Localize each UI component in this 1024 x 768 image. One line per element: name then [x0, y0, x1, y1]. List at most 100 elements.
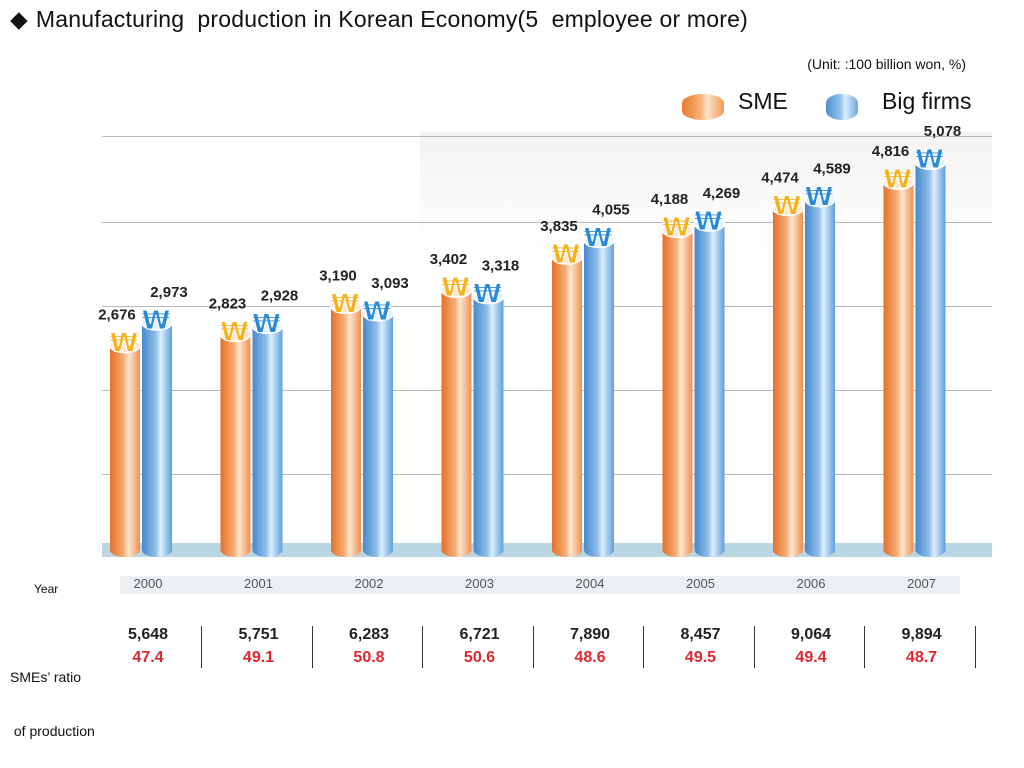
bar-body	[552, 257, 582, 550]
bar-body	[363, 313, 393, 550]
bar-sme: ₩3,190	[319, 267, 362, 557]
bar-base	[883, 543, 914, 557]
table-column-divider	[864, 626, 865, 668]
blue-cylinder-icon	[826, 94, 858, 120]
bar-sme: ₩2,676	[98, 307, 141, 557]
x-tick-label: 2002	[355, 576, 384, 591]
bar-base	[142, 543, 172, 557]
won-coin-icon: ₩	[441, 273, 470, 303]
bar-big-firms: ₩4,589	[804, 161, 851, 557]
sme-ratio-value: 49.4	[795, 649, 827, 666]
total-production-value: 5,751	[238, 626, 279, 643]
x-tick-label: 2005	[686, 576, 715, 591]
bar-top	[583, 232, 615, 249]
bar-big-firms: ₩2,973	[141, 284, 188, 557]
bar-top	[804, 191, 836, 208]
data-label: 4,269	[703, 185, 741, 202]
table-column-divider	[975, 626, 976, 668]
data-label: 2,823	[209, 295, 247, 312]
sme-ratio-value: 49.1	[242, 649, 275, 666]
data-label: 3,402	[430, 251, 468, 268]
bar-body	[883, 182, 914, 550]
bar-base	[441, 543, 472, 557]
bar-sme: ₩4,188	[651, 191, 694, 557]
won-coin-icon: ₩	[915, 145, 944, 175]
sme-ratio-value: 50.8	[353, 649, 385, 666]
ratio-label-line2: of production	[10, 723, 95, 739]
x-tick-label: 2007	[907, 576, 936, 591]
data-label: 4,055	[592, 201, 630, 218]
sme-ratio-value: 49.5	[684, 649, 717, 666]
bar-base	[773, 543, 803, 557]
sme-ratio-value: 48.6	[574, 649, 606, 666]
table-column-divider	[643, 626, 644, 668]
bar-big-firms: ₩3,093	[362, 275, 409, 557]
table-column-divider	[312, 626, 313, 668]
bar-body	[252, 326, 283, 550]
bar-base	[584, 543, 614, 557]
x-tick-label: 2003	[465, 576, 494, 591]
won-coin-icon: ₩	[252, 309, 281, 339]
data-label: 4,474	[761, 169, 799, 186]
data-label: 2,676	[98, 307, 136, 324]
bar-body	[915, 162, 946, 550]
won-coin-icon: ₩	[110, 329, 139, 359]
ratio-label-line1: SMEs’ ratio	[10, 669, 82, 685]
sme-ratio-value: 48.7	[905, 649, 938, 666]
won-coin-icon: ₩	[331, 289, 360, 319]
bar-body	[662, 230, 693, 550]
page-title: ◆ Manufacturing production in Korean Econ…	[10, 6, 748, 33]
x-tick-label: 2004	[576, 576, 605, 591]
bar-big-firms: ₩4,269	[694, 185, 740, 557]
won-coin-icon: ₩	[473, 280, 502, 310]
won-coin-icon: ₩	[694, 207, 723, 237]
diamond-bullet-icon: ◆	[10, 6, 28, 32]
bar-big-firms: ₩5,078	[915, 123, 961, 557]
won-coin-icon: ₩	[220, 317, 249, 347]
bar-top	[551, 249, 583, 265]
bar-top	[661, 222, 694, 238]
chart-title-text: Manufacturing production in Korean Econo…	[35, 6, 748, 32]
total-production-value: 6,283	[348, 626, 390, 643]
won-coin-icon: ₩	[584, 223, 613, 253]
year-band	[120, 576, 960, 594]
bar-body	[473, 296, 504, 550]
legend-label-sme: SME	[738, 88, 788, 114]
total-production-value: 6,721	[459, 626, 500, 643]
legend-label-big-firms: Big firms	[882, 88, 972, 114]
bar-base	[363, 543, 393, 557]
year-tick-labels: 2000 2001 2002 2003 2004 2005 2006 2007	[134, 576, 936, 591]
x-tick-label: 2001	[244, 576, 273, 591]
bar-base	[220, 543, 251, 557]
table-column-divider	[422, 626, 423, 668]
bar-sme: ₩4,816	[872, 143, 915, 557]
bar-top	[141, 315, 173, 331]
bar-top	[251, 318, 284, 335]
bar-base	[331, 543, 361, 557]
bar-base	[662, 543, 693, 557]
won-coin-icon: ₩	[883, 165, 912, 195]
data-label: 2,928	[261, 287, 299, 304]
bars-group: ₩2,676 ₩2,973₩2,823₩2,928 ₩3,190₩3,093 ₩3,4…	[98, 123, 961, 557]
data-label: 3,835	[540, 218, 578, 235]
bar-top	[109, 337, 141, 354]
bar-body	[584, 240, 614, 550]
year-row-label: Year	[34, 582, 59, 596]
total-production-value: 7,890	[569, 626, 611, 643]
bar-top	[362, 306, 394, 322]
ratio-row-label: SMEs’ ratio of production	[10, 632, 95, 758]
won-coin-icon: ₩	[552, 240, 581, 270]
bar-base	[805, 543, 835, 557]
total-production-value: 9,894	[901, 626, 942, 643]
won-coin-icon: ₩	[773, 191, 802, 221]
bar-sme: ₩3,835	[540, 218, 583, 557]
bar-base	[915, 543, 946, 557]
bar-base	[694, 543, 725, 557]
bar-top	[330, 298, 362, 315]
data-label: 3,318	[482, 258, 520, 275]
bar-base	[552, 543, 582, 557]
total-production-value: 5,648	[127, 626, 169, 643]
bar-top	[693, 216, 726, 232]
won-coin-icon: ₩	[805, 183, 834, 213]
data-label: 4,188	[651, 191, 689, 208]
